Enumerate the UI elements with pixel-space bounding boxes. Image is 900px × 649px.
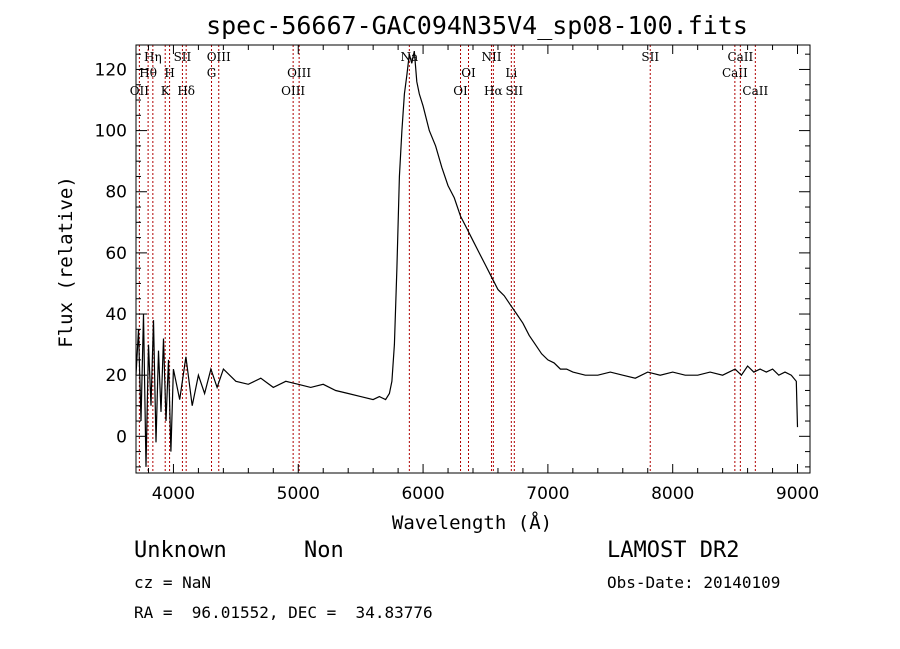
line-marker-label: CaII: [722, 66, 748, 80]
y-tick-label: 60: [105, 244, 127, 264]
y-tick-label: 40: [105, 305, 127, 325]
x-tick-label: 9000: [776, 484, 819, 504]
y-tick-label: 100: [95, 122, 127, 142]
line-markers: OIIHθHηKHSIIHδGOIIIOIIIOIIINaOIOINIIHαLi…: [130, 45, 768, 473]
spectrum-line: [135, 50, 799, 467]
object-subclass: Non: [304, 538, 344, 563]
plot-frame: [135, 44, 811, 474]
line-marker-label: SII: [505, 84, 523, 98]
line-marker-label: G: [207, 66, 217, 80]
line-marker-label: Hη: [144, 50, 162, 64]
survey-name: LAMOST DR2: [607, 538, 740, 563]
obs-date: Obs-Date: 20140109: [607, 573, 781, 592]
y-tick-label: 80: [105, 183, 127, 203]
line-marker-label: OIII: [287, 66, 311, 80]
x-axis-label: Wavelength (Å): [392, 511, 552, 534]
line-marker-label: SII: [641, 50, 659, 64]
line-marker-label: SII: [174, 50, 192, 64]
x-axis: 4000 5000 6000 7000 8000 9000: [147, 45, 819, 504]
y-axis-label: Flux (relative): [55, 176, 77, 348]
x-tick-label: 5000: [277, 484, 320, 504]
line-marker-label: NII: [481, 50, 501, 64]
line-marker-label: K: [161, 84, 171, 98]
line-marker-label: CaII: [727, 50, 753, 64]
line-marker-label: Li: [505, 66, 517, 80]
x-tick-label: 8000: [651, 484, 694, 504]
y-axis: 0 20 40 60 80 100 120: [95, 53, 810, 468]
line-marker-label: OII: [130, 84, 150, 98]
line-marker-label: OIII: [207, 50, 231, 64]
line-marker-label: Hθ: [139, 66, 157, 80]
line-marker-label: OI: [453, 84, 468, 98]
y-tick-label: 120: [95, 60, 127, 80]
x-tick-label: 6000: [401, 484, 444, 504]
line-marker-label: OI: [461, 66, 476, 80]
chart-title: spec-56667-GAC094N35V4_sp08-100.fits: [206, 11, 748, 40]
line-marker-label: OIII: [281, 84, 305, 98]
line-marker-label: Hδ: [177, 84, 195, 98]
coords-text: RA = 96.01552, DEC = 34.83776: [134, 603, 433, 622]
x-tick-label: 4000: [152, 484, 195, 504]
y-tick-label: 20: [105, 366, 127, 386]
y-tick-label: 0: [116, 427, 127, 447]
redshift-text: cz = NaN: [134, 573, 212, 592]
object-class: Unknown: [134, 538, 227, 563]
x-tick-label: 7000: [526, 484, 569, 504]
line-marker-label: Hα: [484, 84, 503, 98]
line-marker-label: H: [164, 66, 174, 80]
line-marker-label: CaII: [742, 84, 768, 98]
